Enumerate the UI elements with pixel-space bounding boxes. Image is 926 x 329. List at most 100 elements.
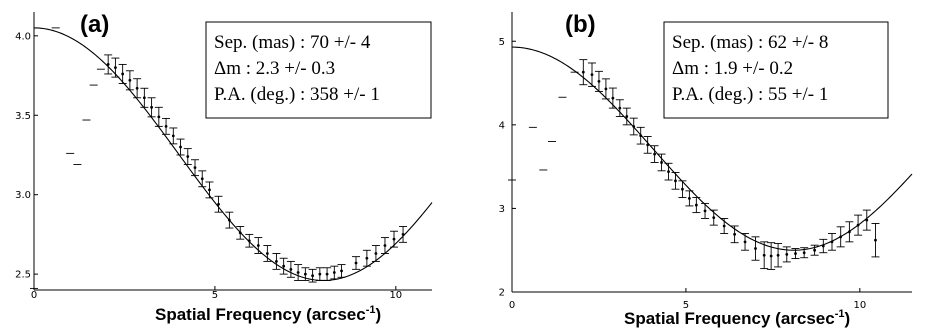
data-point: [171, 134, 175, 138]
data-point: [157, 115, 161, 119]
data-point: [847, 230, 851, 234]
data-point: [296, 271, 300, 274]
data-point: [238, 231, 242, 235]
data-point: [332, 271, 336, 274]
data-point: [179, 145, 182, 149]
data-point: [289, 267, 293, 271]
data-point: [674, 179, 677, 183]
data-point: [776, 253, 780, 257]
data-point: [785, 252, 789, 256]
data-point: [653, 152, 657, 156]
y-tick-label: 3.0: [15, 190, 31, 201]
data-point: [646, 143, 650, 147]
data-point: [762, 253, 766, 257]
data-point: [687, 196, 691, 200]
model-curve: [33, 27, 433, 282]
data-point: [660, 161, 663, 164]
data-point: [208, 188, 211, 192]
data-point: [193, 166, 197, 170]
data-point: [597, 79, 601, 83]
data-point: [813, 248, 817, 252]
x-axis-label: Spatial Frequency (arcsec-1): [624, 308, 850, 328]
data-point: [769, 254, 773, 258]
data-point: [733, 232, 737, 236]
x-tick-label: 5: [683, 300, 689, 311]
data-point: [303, 272, 307, 276]
data-point: [354, 261, 358, 265]
info-line: P.A. (deg.) : 55 +/- 1: [672, 84, 828, 105]
data-point: [392, 237, 396, 241]
panel-b: 2 3 4 5 0 5 10 (b) Sep. (mas) : 62 +/- 8 Δm : 1.9…: [499, 11, 913, 328]
data-point: [150, 105, 153, 109]
data-point: [311, 274, 314, 278]
y-tick-label: 4: [499, 120, 505, 131]
y-tick-label: 3.5: [15, 111, 31, 122]
data-point: [282, 264, 286, 268]
data-point: [200, 177, 204, 181]
x-tick-label: 0: [31, 290, 37, 301]
info-box: [205, 21, 432, 119]
data-point: [830, 240, 834, 244]
info-line: P.A. (deg.) : 358 +/- 1: [214, 84, 380, 105]
data-point: [856, 223, 860, 227]
data-point: [164, 124, 168, 128]
data-point: [754, 247, 757, 250]
data-point: [722, 224, 726, 228]
data-point: [128, 78, 132, 82]
y-tick-label: 2.5: [15, 270, 31, 281]
data-point: [821, 244, 825, 248]
info-line: Sep. (mas) : 70 +/- 4: [214, 32, 371, 53]
data-point: [712, 216, 716, 220]
data-point: [632, 125, 636, 128]
data-point: [186, 155, 190, 158]
data-point: [874, 238, 877, 242]
data-point: [590, 73, 594, 77]
data-point: [694, 203, 698, 207]
info-line: Sep. (mas) : 62 +/- 8: [672, 32, 828, 53]
data-point: [247, 239, 251, 243]
data-point: [581, 70, 585, 74]
data-point: [839, 235, 843, 239]
data-point: [275, 260, 278, 263]
data-point: [374, 252, 378, 255]
data-point: [217, 202, 220, 206]
data-point: [625, 115, 629, 118]
x-tick-label: 10: [389, 290, 402, 301]
info-line: Δm : 2.3 +/- 0.3: [214, 58, 335, 79]
data-point: [401, 233, 405, 236]
y-tick-label: 5: [499, 37, 505, 48]
data-point: [121, 72, 125, 76]
data-point: [604, 87, 608, 91]
y-tick-label: 4.0: [15, 31, 31, 42]
data-point: [639, 134, 643, 138]
data-point: [265, 252, 269, 255]
data-point: [743, 240, 747, 244]
data-point: [802, 251, 806, 255]
data-point: [681, 187, 684, 191]
x-axis-label: Spatial Frequency (arcsec-1): [155, 304, 381, 324]
data-point: [365, 256, 369, 260]
y-tick-label: 3: [499, 204, 505, 215]
panel-letter: (a): [80, 11, 109, 38]
x-tick-label: 0: [509, 300, 515, 311]
data-point: [703, 209, 707, 213]
model-curve: [511, 46, 913, 251]
data-point: [383, 244, 387, 247]
data-point: [325, 272, 329, 276]
data-point: [135, 86, 139, 90]
data-point: [106, 63, 110, 66]
data-point: [667, 170, 670, 174]
panel-a: 2.5 3.0 3.5 4.0 0 5 10 (a) Sep. (mas) : 70 +/- 4…: [15, 11, 433, 324]
data-point: [618, 106, 622, 110]
data-point: [340, 269, 343, 273]
data-point: [318, 272, 322, 276]
info-box: [663, 21, 889, 119]
x-tick-label: 10: [853, 300, 866, 311]
info-line: Δm : 1.9 +/- 0.2: [672, 58, 793, 79]
data-point: [256, 244, 260, 247]
panel-letter: (b): [565, 11, 596, 38]
data-point: [227, 218, 231, 222]
data-point: [865, 218, 869, 222]
y-tick-label: 2: [499, 288, 505, 299]
